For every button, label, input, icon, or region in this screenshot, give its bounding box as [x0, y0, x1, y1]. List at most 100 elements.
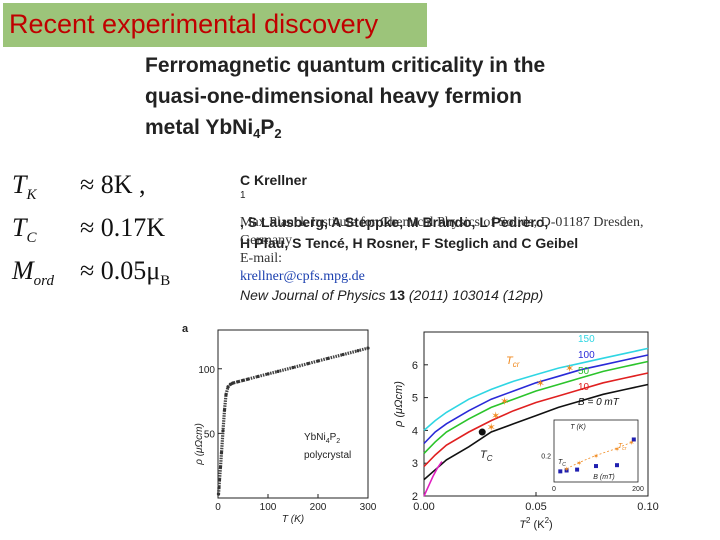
inset-orange-point: ✶	[593, 452, 599, 460]
tc-label-main: T	[480, 449, 488, 461]
x-axis-label-unit: (K	[531, 519, 546, 531]
title-line-3-main: metal YbNi	[145, 116, 254, 139]
x-axis-label-end: )	[549, 519, 553, 531]
author-rest: , S Lausberg, A Steppke, M Brando, L Ped…	[240, 214, 549, 230]
param-symbol: Mord	[12, 256, 54, 290]
inset-orange-line	[566, 441, 632, 470]
inset-y-axis-label: T (K)	[570, 424, 586, 431]
data-point	[216, 492, 221, 496]
inset-blue-point	[564, 468, 569, 473]
inset-x-tick-label: 0	[552, 486, 556, 493]
sample-label-main: YbNi	[304, 432, 326, 443]
data-point	[316, 359, 320, 363]
data-point	[228, 382, 233, 386]
inset-blue-point	[558, 469, 563, 474]
data-point	[291, 365, 295, 370]
inset-orange-point: ✶	[564, 466, 570, 474]
tcr-marker: ✶	[487, 422, 496, 434]
panel-label: a	[182, 323, 189, 335]
param-symbol-letter: T	[12, 170, 27, 199]
data-point	[266, 372, 270, 376]
param-value: ≈ 0.17K	[80, 213, 166, 242]
param-value: ≈ 0.05μB	[80, 256, 170, 290]
title-line-3-mid: P	[260, 116, 275, 139]
series-line-50-mt	[423, 360, 649, 454]
y-tick-label: 4	[412, 425, 418, 437]
sample-label: YbNi4P2	[304, 432, 340, 445]
inset-tcr-label-sub: cr	[622, 446, 627, 452]
y-tick-label: 5	[412, 393, 418, 405]
data-point	[236, 380, 240, 384]
param-value-main: ≈ 0.05μ	[80, 256, 161, 285]
chart-resistivity-vs-temperature: a 0 100 200 300 50 100 T (K) ρ (μΩcm) YbNi4P2 poly…	[182, 323, 377, 525]
title-line-1: Ferromagnetic quantum criticality in the	[145, 54, 546, 77]
param-ordered-moment: Mord ≈ 0.05μB	[8, 256, 238, 299]
inset-x-tick-label: 200	[632, 486, 644, 493]
inset-blue-point	[575, 467, 580, 472]
data-point	[341, 352, 345, 357]
inset-tcr-label-main: T	[618, 443, 623, 450]
inset-blue-point	[615, 463, 619, 468]
x-axis-label: T (K)	[282, 514, 304, 525]
inset-orange-point: ✶	[614, 445, 620, 453]
data-point	[356, 349, 360, 353]
x-tick-label: 0.00	[413, 501, 434, 513]
x-tick-label: 200	[310, 502, 327, 513]
title-subscript-2: 2	[274, 126, 282, 141]
inset-x-axis-label: B (mT)	[593, 474, 614, 481]
series-line-150-mt	[423, 347, 649, 432]
data-point	[217, 478, 222, 482]
data-point	[218, 465, 223, 469]
sample-label-mid: P	[330, 432, 337, 443]
affiliation: Max Planck Institute for Chemical Physic…	[240, 214, 712, 286]
param-value: ≈ 8K ,	[80, 170, 146, 199]
param-symbol-subscript: C	[26, 230, 37, 247]
author-first: C Krellner	[240, 172, 307, 188]
param-symbol: TK	[12, 170, 36, 204]
x-axis-label-sup: 2	[526, 516, 531, 525]
data-point	[224, 393, 228, 397]
data-point	[231, 381, 235, 385]
paper-title: Ferromagnetic quantum criticality in the…	[145, 50, 705, 145]
author-line-1: C Krellner 1 , S Lausberg, A Steppke, M Br…	[240, 170, 712, 233]
sample-label-line-2: polycrystal	[304, 450, 351, 461]
param-kondo-temperature: TK ≈ 8K ,	[8, 170, 238, 213]
section-banner: Recent experimental discovery	[3, 3, 427, 47]
y-tick-label: 6	[412, 360, 418, 372]
journal-rest: (2011) 103014 (12pp)	[404, 287, 544, 303]
curve-label: B = 0 mT	[578, 397, 620, 408]
tcr-marker: ✶	[491, 411, 500, 423]
sample-label-sub-4: 4	[326, 438, 330, 445]
data-point	[366, 346, 370, 350]
y-axis-label: ρ (μΩcm)	[194, 423, 205, 466]
x-tick-label: 300	[360, 502, 377, 513]
y-tick-label: 3	[412, 458, 418, 470]
journal-reference: New Journal of Physics 13 (2011) 103014 …	[240, 287, 543, 303]
author-line-2: H Pfau, S Tencé, H Rosner, F Steglich an…	[240, 235, 579, 251]
x-tick-label: 0	[215, 502, 221, 513]
inset-y-tick-label: 0.2	[541, 453, 551, 460]
email-link[interactable]: krellner@cpfs.mpg.de	[240, 269, 365, 284]
inset-blue-point	[631, 437, 636, 442]
curve-label: 100	[578, 350, 595, 361]
series-line-10-mt	[423, 372, 649, 468]
x-tick-label: 100	[260, 502, 277, 513]
data-point	[246, 377, 250, 381]
tc-label: TC	[480, 449, 493, 463]
tc-marker	[478, 428, 486, 436]
y-tick-label: 50	[204, 429, 216, 440]
plot-frame	[217, 329, 369, 499]
author-list: C Krellner 1 , S Lausberg, A Steppke, M Br…	[240, 170, 712, 254]
journal-volume: 13	[389, 287, 405, 303]
data-point	[306, 362, 310, 366]
data-point	[222, 408, 227, 412]
data-point	[226, 385, 230, 389]
tcr-marker: ✶	[565, 363, 574, 375]
data-point	[219, 451, 224, 455]
banner-text: Recent experimental discovery	[9, 9, 379, 39]
inset-tc-label-sub: C	[562, 462, 566, 468]
x-axis-label-unit-sup: 2	[545, 516, 550, 525]
series-line-0-mt	[423, 383, 649, 481]
tcr-marker: ✶	[536, 378, 545, 390]
tcr-marker: ✶	[500, 396, 509, 408]
